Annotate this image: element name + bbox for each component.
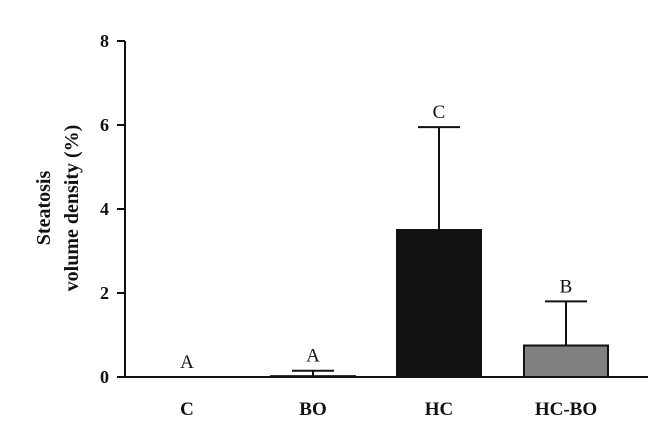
significance-label-c: A	[180, 352, 194, 373]
significance-labels: A A C B	[180, 102, 572, 373]
bar-hc	[396, 229, 482, 378]
y-tick-label: 8	[100, 31, 109, 51]
y-axis-title-line-1: Steatosis	[33, 171, 55, 246]
x-tick-label-c: C	[180, 399, 194, 420]
x-tick-label-hc: HC	[425, 399, 454, 420]
y-tick-label: 0	[100, 367, 109, 387]
x-tick-labels: C BO HC HC-BO	[180, 399, 597, 420]
bars	[270, 229, 609, 379]
axes	[124, 41, 648, 378]
y-tick-label: 4	[100, 199, 109, 219]
x-tick-label-bo: BO	[299, 399, 326, 420]
significance-label-bo: A	[306, 346, 320, 367]
error-bars	[292, 126, 587, 377]
y-axis-title: Steatosis volume density (%)	[33, 125, 83, 292]
significance-label-hc: C	[433, 102, 446, 123]
y-tick-label: 6	[100, 115, 109, 135]
significance-label-hc-bo: B	[560, 276, 573, 297]
bar-bo	[270, 375, 356, 379]
bar-hc-bo	[523, 344, 609, 378]
y-tick-label: 2	[100, 283, 109, 303]
x-tick-label-hc-bo: HC-BO	[535, 399, 597, 420]
y-ticks: 0 2 4 6 8	[100, 31, 125, 387]
y-axis-title-line-2: volume density (%)	[61, 125, 83, 292]
